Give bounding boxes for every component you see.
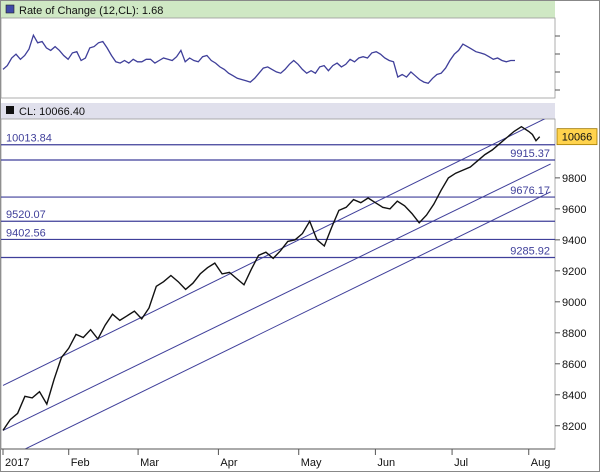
indicator-header: [1, 1, 555, 18]
roc-series-line: [2, 33, 515, 85]
price-level-labels: 10013.84 9915.37 9676.17 9520.07 9402.56 9285…: [6, 133, 550, 258]
price-levels: [1, 144, 555, 259]
x-tick-label: Jun: [377, 457, 395, 469]
price-level-label: 10013.84: [6, 133, 52, 145]
price-level-label: 9285.92: [510, 246, 550, 258]
trend-channel-lines: [2, 119, 551, 449]
last-value-box: [556, 128, 598, 146]
trend-channel-line: [24, 191, 551, 449]
y-tick-label: 8400: [562, 390, 586, 402]
y-tick-label: 9200: [562, 266, 586, 278]
x-tick-label: Mar: [140, 457, 159, 469]
y-tick-label: 9600: [562, 204, 586, 216]
y-tick-label: 9000: [562, 297, 586, 309]
x-tick-label: Apr: [220, 457, 237, 469]
square-marker-icon: [5, 4, 15, 14]
date-x-axis: 2017 Feb Mar Apr May Jun Jul Aug: [1, 448, 555, 469]
price-level-label: 9676.17: [510, 185, 550, 197]
x-tick-label: May: [301, 457, 322, 469]
x-tick-label: Jul: [454, 457, 468, 469]
y-tick-label: 9400: [562, 235, 586, 247]
indicator-title: Rate of Change (12,CL): 1.68: [19, 5, 163, 17]
y-tick-label: 8800: [562, 328, 586, 340]
price-title: CL: 10066.40: [19, 106, 85, 118]
price-y-axis: 8200 8400 8600 8800 9000 9200 9400 9600 9800: [555, 173, 586, 433]
square-marker-icon: [6, 106, 14, 114]
y-tick-label: 8600: [562, 359, 586, 371]
y-tick-label: 9800: [562, 173, 586, 185]
price-level-label: 9520.07: [6, 209, 46, 221]
trend-channel-line: [2, 163, 551, 431]
price-level-label: 9915.37: [510, 148, 550, 160]
y-tick-label: 8200: [562, 421, 586, 433]
x-tick-label: 2017: [5, 457, 29, 469]
price-series-line: [2, 125, 541, 431]
price-plot-area: [0, 118, 556, 450]
x-tick-label: Aug: [531, 457, 551, 469]
last-value-label: 10066: [562, 132, 593, 144]
trend-channel-line: [2, 119, 546, 386]
x-tick-label: Feb: [71, 457, 90, 469]
indicator-grid: [555, 35, 560, 91]
price-level-label: 9402.56: [6, 227, 46, 239]
last-value-tag: 10066: [556, 128, 598, 146]
indicator-plot-area: [0, 17, 556, 99]
price-header: [1, 103, 555, 119]
